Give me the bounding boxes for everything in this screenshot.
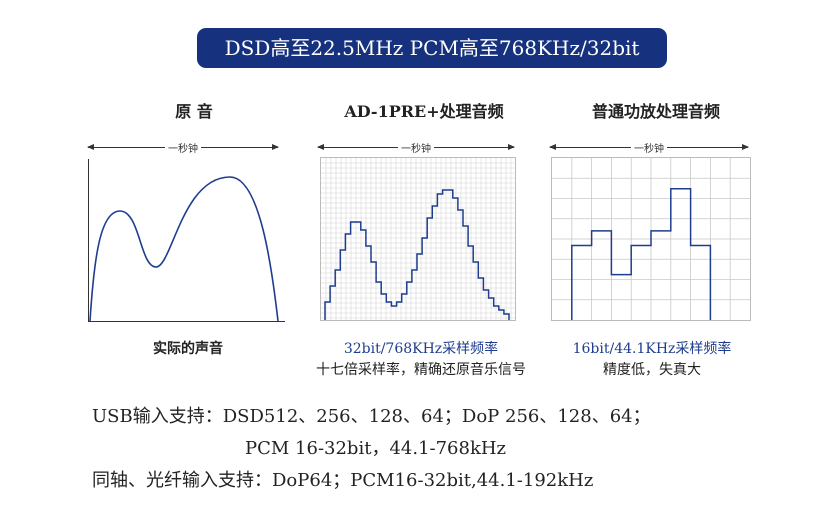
low-res-waveform <box>571 188 712 320</box>
panel-title-ad1pre: AD-1PRE+处理音频 <box>344 102 504 121</box>
usb-support-line: USB输入支持：DSD512、256、128、64；DoP 256、128、64… <box>92 406 651 427</box>
fine-sample-grid <box>320 157 516 321</box>
span-label-text: 一秒钟 <box>398 144 434 155</box>
caption-ordinary-desc: 精度低，失真大 <box>603 362 701 378</box>
span-label-text: 一秒钟 <box>631 144 667 155</box>
original-wave-axes <box>88 159 285 322</box>
caption-ad1pre-rate: 32bit/768KHz采样频率 <box>343 341 499 357</box>
usb-pcm-line: PCM 16-32bit，44.1-768kHz <box>245 438 507 459</box>
coarse-sample-grid <box>551 157 751 321</box>
span-label-text: 一秒钟 <box>165 144 201 155</box>
high-res-waveform <box>324 189 510 320</box>
span-label-ordinary: 一秒钟 <box>554 140 744 155</box>
panel-title-ordinary: 普通功放处理音频 <box>591 102 720 121</box>
smooth-waveform <box>89 176 279 322</box>
span-label-ad1pre: 一秒钟 <box>321 140 511 155</box>
panel-title-original: 原 音 <box>175 102 213 121</box>
fine-grid-lines <box>321 158 515 320</box>
span-label-original: 一秒钟 <box>88 140 278 155</box>
caption-original: 实际的声音 <box>153 341 223 357</box>
coax-optical-support-line: 同轴、光纤输入支持：DoP64；PCM16-32bit,44.1-192kHz <box>92 470 594 491</box>
caption-ordinary-rate: 16bit/44.1KHz采样频率 <box>572 341 732 357</box>
caption-ad1pre-desc: 十七倍采样率，精确还原音乐信号 <box>316 362 526 378</box>
original-wave-plot <box>89 176 279 322</box>
headline-banner: DSD高至22.5MHz PCM高至768KHz/32bit <box>197 28 667 68</box>
